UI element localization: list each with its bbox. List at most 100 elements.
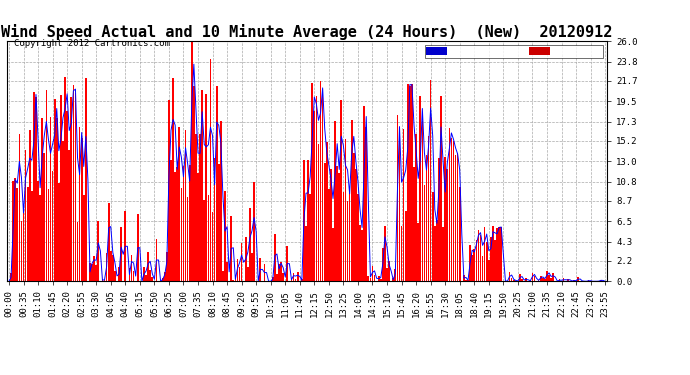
Bar	[214, 158, 215, 281]
Bar	[393, 278, 394, 281]
Bar	[413, 167, 415, 281]
Bar	[492, 226, 494, 281]
Bar	[405, 211, 406, 281]
Bar	[249, 208, 250, 281]
Bar	[351, 120, 353, 281]
Bar	[332, 228, 334, 281]
Bar	[600, 280, 602, 281]
Bar	[496, 228, 498, 281]
Bar	[395, 268, 396, 281]
Bar	[420, 96, 421, 281]
Bar	[440, 96, 442, 281]
Bar	[384, 226, 386, 281]
Bar	[137, 214, 139, 281]
Bar	[471, 255, 473, 281]
Bar	[172, 78, 174, 281]
Bar	[14, 178, 16, 281]
Bar	[486, 242, 488, 281]
Bar	[494, 240, 496, 281]
Bar	[185, 130, 186, 281]
Bar	[21, 220, 22, 281]
Bar	[64, 77, 66, 281]
Bar	[340, 100, 342, 281]
Bar	[482, 256, 484, 281]
Bar	[426, 156, 427, 281]
Bar	[124, 211, 126, 281]
Bar	[538, 280, 540, 281]
Bar	[81, 138, 83, 281]
Bar	[531, 273, 533, 281]
Bar	[48, 189, 49, 281]
Bar	[148, 252, 149, 281]
Bar	[156, 239, 157, 281]
Bar	[578, 277, 579, 281]
Bar	[166, 252, 168, 281]
Bar	[12, 181, 14, 281]
Bar	[317, 144, 319, 281]
Bar	[233, 280, 234, 281]
Bar	[338, 172, 340, 281]
Bar	[386, 268, 388, 281]
Bar	[239, 267, 240, 281]
Bar	[210, 59, 211, 281]
Bar	[432, 192, 433, 281]
Bar	[216, 86, 217, 281]
Bar	[206, 94, 207, 281]
Bar	[313, 111, 315, 281]
Bar	[511, 278, 513, 281]
Bar	[175, 172, 176, 281]
Bar	[322, 94, 324, 281]
Bar	[515, 280, 517, 281]
Bar	[179, 127, 180, 281]
Bar	[75, 93, 77, 281]
Bar	[23, 205, 24, 281]
Bar	[199, 134, 201, 281]
Bar	[588, 280, 589, 281]
Bar	[540, 276, 542, 281]
Bar	[201, 90, 203, 281]
Bar	[525, 278, 527, 281]
Bar	[97, 220, 99, 281]
Bar	[212, 212, 213, 281]
Bar	[83, 195, 85, 281]
Bar	[342, 192, 344, 281]
Bar	[372, 267, 373, 281]
Bar	[50, 117, 51, 281]
Bar	[378, 276, 380, 281]
Bar	[272, 277, 274, 281]
Bar	[428, 136, 429, 281]
Bar	[357, 194, 359, 281]
Bar	[422, 121, 423, 281]
Bar	[110, 251, 112, 281]
Bar	[286, 246, 288, 281]
Bar	[469, 246, 471, 281]
Bar	[311, 82, 313, 281]
Bar	[150, 270, 151, 281]
Bar	[77, 222, 79, 281]
Bar	[324, 163, 326, 281]
Bar	[319, 81, 322, 281]
Bar	[490, 237, 492, 281]
Bar	[79, 127, 81, 281]
Bar	[247, 267, 248, 281]
Bar	[334, 121, 336, 281]
Bar	[453, 141, 454, 281]
Bar	[315, 96, 317, 281]
Bar	[235, 278, 236, 281]
Bar	[551, 278, 552, 281]
Bar	[62, 141, 63, 281]
Bar	[128, 268, 130, 281]
Bar	[553, 273, 554, 281]
Bar	[533, 276, 535, 281]
Bar	[112, 255, 114, 281]
Bar	[488, 260, 490, 281]
Bar	[569, 280, 571, 281]
Bar	[56, 118, 57, 281]
Bar	[509, 272, 511, 281]
Bar	[455, 155, 456, 281]
Bar	[282, 273, 284, 281]
Bar	[380, 279, 382, 281]
Bar	[374, 275, 375, 281]
Bar	[403, 129, 404, 281]
Bar	[43, 153, 45, 281]
